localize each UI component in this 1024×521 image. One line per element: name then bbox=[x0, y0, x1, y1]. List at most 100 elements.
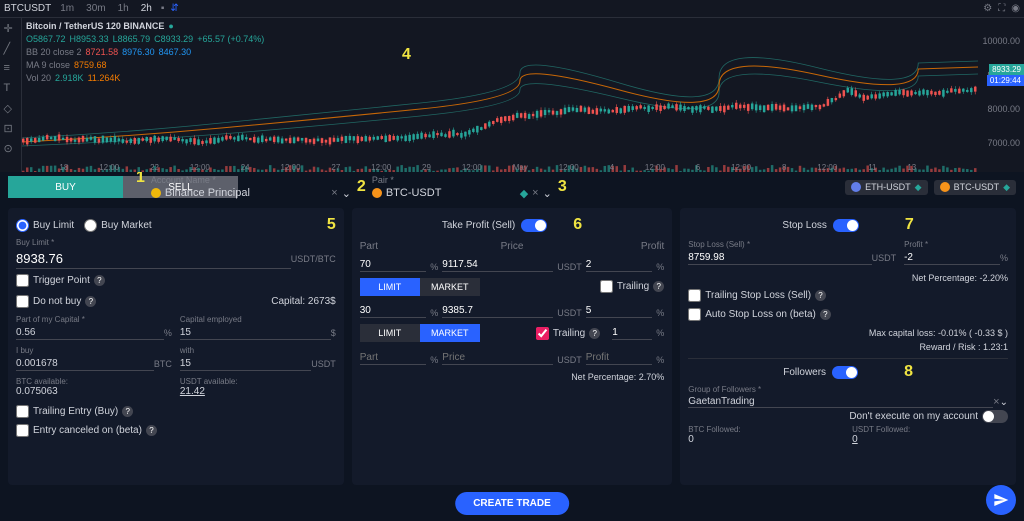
overlay-5: 5 bbox=[327, 216, 336, 234]
trend-icon[interactable]: ╱ bbox=[4, 42, 18, 56]
help-icon[interactable]: ? bbox=[820, 309, 831, 320]
chevron-down-icon[interactable]: ⌄ bbox=[342, 187, 351, 200]
buy-limit-label: Buy Limit * bbox=[16, 238, 336, 247]
chart-toolbar: BTCUSDT 1m 30m 1h 2h ▪ ⇵ ⚙ ⛶ ◉ bbox=[0, 0, 1024, 18]
create-trade-button[interactable]: CREATE TRADE bbox=[455, 492, 569, 515]
help-icon[interactable]: ? bbox=[85, 296, 96, 307]
chevron-down-icon[interactable]: ⌄ bbox=[543, 187, 552, 200]
tp3-price[interactable] bbox=[442, 351, 553, 365]
price-axis: 10000.00 9000.00 8000.00 7000.00 8933.29… bbox=[978, 18, 1024, 172]
tf-30m[interactable]: 30m bbox=[83, 3, 108, 14]
tp1-trailing-checkbox[interactable] bbox=[600, 280, 613, 293]
auto-sl-checkbox[interactable] bbox=[688, 308, 701, 321]
account-value[interactable]: Binance Principal bbox=[165, 187, 327, 199]
settings-icon[interactable]: ⚙ bbox=[983, 3, 992, 14]
tp-toggle[interactable] bbox=[521, 219, 547, 232]
chart-canvas[interactable]: Bitcoin / TetherUS 120 BINANCE ● O5867.7… bbox=[22, 18, 978, 172]
help-icon[interactable]: ? bbox=[815, 290, 826, 301]
capemp-input[interactable]: 15 bbox=[180, 326, 331, 340]
help-icon[interactable]: ? bbox=[146, 425, 157, 436]
tf-2h[interactable]: 2h bbox=[138, 3, 155, 14]
buy-market-radio[interactable]: Buy Market bbox=[84, 219, 152, 232]
tp2-trail-val[interactable] bbox=[612, 326, 652, 340]
help-icon[interactable]: ? bbox=[653, 281, 664, 292]
sl-input[interactable] bbox=[688, 251, 871, 265]
telegram-fab[interactable] bbox=[986, 485, 1016, 515]
tp3-part[interactable] bbox=[360, 351, 427, 365]
tp1-profit[interactable] bbox=[586, 258, 653, 272]
part-input[interactable]: 0.56 bbox=[16, 326, 164, 340]
capital-text: Capital: 2673$ bbox=[271, 296, 336, 307]
help-icon[interactable]: ? bbox=[122, 406, 133, 417]
tp1-market-btn[interactable]: MARKET bbox=[420, 278, 480, 296]
tp-title: Take Profit (Sell) bbox=[442, 220, 515, 231]
followers-toggle[interactable] bbox=[832, 366, 858, 379]
tp2-market-btn[interactable]: MARKET bbox=[420, 324, 480, 342]
group-value[interactable]: GaetanTrading bbox=[688, 396, 993, 408]
measure-icon[interactable]: ⊡ bbox=[4, 122, 18, 136]
order-bar: BUY SELL 1 Account Name * Binance Princi… bbox=[0, 172, 1024, 202]
magnet-icon[interactable]: ⊙ bbox=[4, 142, 18, 156]
symbol[interactable]: BTCUSDT bbox=[4, 3, 51, 14]
cursor-icon[interactable]: ✛ bbox=[4, 22, 18, 36]
trade-panels: Buy Limit Buy Market 5 Buy Limit * USDT/… bbox=[0, 202, 1024, 491]
trailing-entry-checkbox[interactable] bbox=[16, 405, 29, 418]
entry-panel: Buy Limit Buy Market 5 Buy Limit * USDT/… bbox=[8, 208, 344, 485]
fib-icon[interactable]: ≡ bbox=[4, 62, 18, 76]
overlay-8: 8 bbox=[904, 363, 913, 381]
eth-icon bbox=[851, 182, 861, 192]
btc-followed: 0 bbox=[688, 434, 844, 445]
chip-btc[interactable]: BTC-USDT◆ bbox=[934, 180, 1016, 195]
tp2-trailing-checkbox[interactable] bbox=[536, 327, 549, 340]
tp1-price[interactable] bbox=[442, 258, 553, 272]
clear-pair-icon[interactable]: × bbox=[532, 187, 538, 199]
tf-1m[interactable]: 1m bbox=[57, 3, 77, 14]
btc-icon bbox=[372, 188, 382, 198]
dont-exec-toggle[interactable] bbox=[982, 410, 1008, 423]
chart-area: ✛ ╱ ≡ T ◇ ⊡ ⊙ Bitcoin / TetherUS 120 BIN… bbox=[0, 18, 1024, 172]
send-icon bbox=[993, 492, 1009, 508]
ibuy-input[interactable]: 0.001678 bbox=[16, 357, 154, 371]
tp1-part[interactable] bbox=[360, 258, 427, 272]
verified-icon: ◆ bbox=[520, 187, 528, 200]
candles-icon[interactable]: ▪ bbox=[161, 3, 165, 14]
followers-title: Followers bbox=[783, 367, 826, 378]
text-icon[interactable]: T bbox=[4, 82, 18, 96]
donotbuy-checkbox[interactable] bbox=[16, 295, 29, 308]
entry-cancel-checkbox[interactable] bbox=[16, 424, 29, 437]
overlay-3: 3 bbox=[558, 178, 567, 196]
tp2-limit-btn[interactable]: LIMIT bbox=[360, 324, 420, 342]
indicators-icon[interactable]: ⇵ bbox=[170, 3, 178, 14]
pattern-icon[interactable]: ◇ bbox=[4, 102, 18, 116]
max-loss: Max capital loss: -0.01% ( -0.33 $ ) bbox=[688, 328, 1008, 338]
camera-icon[interactable]: ◉ bbox=[1011, 3, 1020, 14]
chevron-down-icon[interactable]: ⌄ bbox=[1000, 397, 1008, 408]
overlay-7: 7 bbox=[905, 216, 914, 234]
stoploss-panel: Stop Loss7 Stop Loss (Sell) *USDT Profit… bbox=[680, 208, 1016, 485]
fullscreen-icon[interactable]: ⛶ bbox=[998, 3, 1005, 14]
buy-button[interactable]: BUY bbox=[8, 176, 123, 198]
usdt-available: 21.42 bbox=[180, 386, 336, 397]
tp1-limit-btn[interactable]: LIMIT bbox=[360, 278, 420, 296]
tp3-profit[interactable] bbox=[586, 351, 653, 365]
sl-toggle[interactable] bbox=[833, 219, 859, 232]
trigger-checkbox[interactable] bbox=[16, 274, 29, 287]
trailing-sl-checkbox[interactable] bbox=[688, 289, 701, 302]
tp2-part[interactable] bbox=[360, 304, 427, 318]
help-icon[interactable]: ? bbox=[589, 328, 600, 339]
tp2-profit[interactable] bbox=[586, 304, 653, 318]
btc-icon bbox=[940, 182, 950, 192]
with-input[interactable]: 15 bbox=[180, 357, 311, 371]
sl-profit-input[interactable] bbox=[904, 251, 1000, 265]
pair-value[interactable]: BTC-USDT bbox=[386, 187, 516, 199]
chip-eth[interactable]: ETH-USDT◆ bbox=[845, 180, 927, 195]
dont-exec-label: Don't execute on my account bbox=[849, 411, 978, 422]
buy-limit-input[interactable] bbox=[16, 249, 291, 269]
tp2-price[interactable] bbox=[442, 304, 553, 318]
tf-1h[interactable]: 1h bbox=[115, 3, 132, 14]
sl-net-pct: Net Percentage: -2.20% bbox=[688, 273, 1008, 283]
pair-label: Pair * bbox=[372, 175, 552, 185]
buy-limit-radio[interactable]: Buy Limit bbox=[16, 219, 74, 232]
help-icon[interactable]: ? bbox=[94, 275, 105, 286]
clear-account-icon[interactable]: × bbox=[331, 187, 337, 199]
